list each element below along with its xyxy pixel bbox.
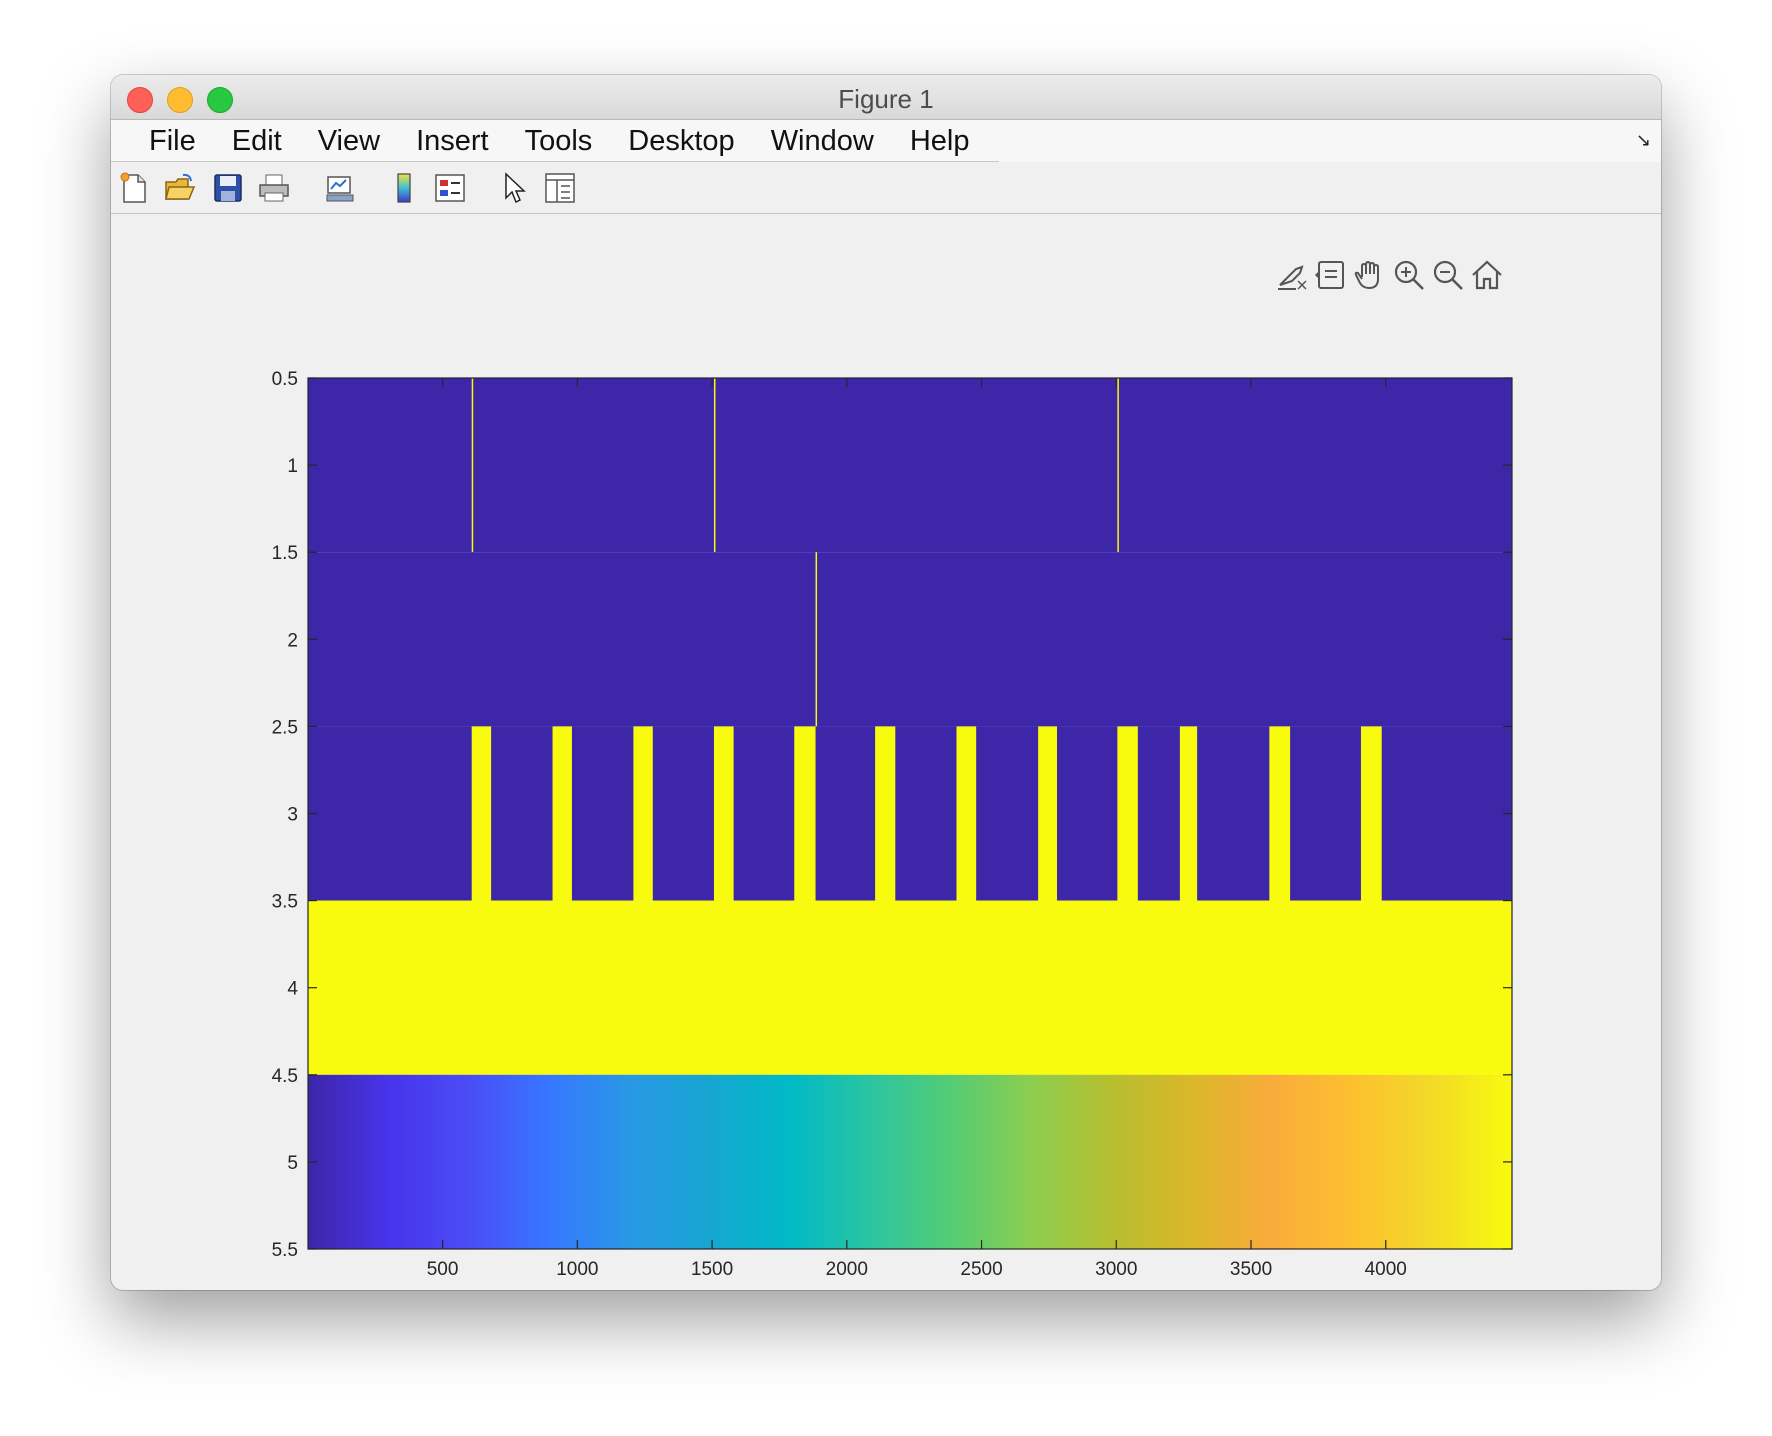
y-tick-label: 3.5 bbox=[272, 892, 298, 913]
heatmap-cell-row1-col1507 bbox=[713, 378, 716, 553]
pan-icon[interactable] bbox=[1352, 257, 1388, 293]
x-tick-label: 1000 bbox=[556, 1259, 598, 1280]
heatmap-band-row3-3568 bbox=[1269, 726, 1291, 901]
axes-box bbox=[307, 377, 1513, 1250]
menu-window[interactable]: Window bbox=[770, 125, 874, 157]
window-title: Figure 1 bbox=[838, 84, 934, 114]
menu-divider bbox=[111, 161, 999, 162]
y-tick-label: 1.5 bbox=[272, 543, 298, 564]
heatmap-band-row3-1208 bbox=[633, 726, 653, 901]
heatmap-band-row3-2407 bbox=[956, 726, 977, 901]
heatmap-row-4 bbox=[308, 900, 1512, 1075]
insert-legend-icon[interactable] bbox=[433, 171, 467, 205]
heatmap-band-row3-3908 bbox=[1360, 726, 1382, 901]
heatmap-cell-row1-col3004 bbox=[1117, 378, 1119, 553]
figure-window: Figure 1 File Edit View Insert Tools Desktop W… bbox=[111, 75, 1661, 1290]
y-tick-label: 2 bbox=[287, 630, 298, 651]
menu-bar: File Edit View Insert Tools Desktop Window Help… bbox=[111, 120, 1661, 162]
edit-plot-icon[interactable] bbox=[497, 171, 531, 205]
menu-file[interactable]: File bbox=[149, 125, 196, 157]
zoom-button[interactable] bbox=[207, 87, 233, 113]
restore-view-icon[interactable] bbox=[1469, 257, 1505, 293]
heatmap-row-1 bbox=[308, 378, 1512, 553]
save-icon[interactable] bbox=[211, 171, 245, 205]
heatmap-row-3 bbox=[308, 726, 1512, 901]
heatmap-band-row3-3004 bbox=[1117, 726, 1138, 901]
zoom-in-icon[interactable] bbox=[1391, 257, 1427, 293]
brush-data-icon[interactable] bbox=[1274, 257, 1310, 293]
heatmap-axes[interactable]: 500 1000 1500 2000 2500 3000 3500 4000 0.5 1 1.5 2 2… bbox=[111, 215, 1661, 1290]
x-tick-label: 2500 bbox=[960, 1259, 1002, 1280]
heatmap-band-row3-1805 bbox=[794, 726, 816, 901]
menu-help[interactable]: Help bbox=[909, 125, 970, 157]
figure-toolbar bbox=[111, 163, 1661, 214]
insert-colorbar-icon[interactable] bbox=[387, 171, 421, 205]
minimize-button[interactable] bbox=[167, 87, 193, 113]
heatmap-cell-row1-col608 bbox=[471, 378, 474, 553]
y-tick-label: 4.5 bbox=[272, 1066, 298, 1087]
y-tick-label: 5 bbox=[287, 1153, 298, 1174]
dock-arrow-icon[interactable]: ↘ bbox=[1635, 130, 1651, 150]
menu-desktop[interactable]: Desktop bbox=[628, 125, 735, 157]
open-file-icon[interactable] bbox=[163, 171, 197, 205]
zoom-out-icon[interactable] bbox=[1430, 257, 1466, 293]
menu-edit[interactable]: Edit bbox=[231, 125, 282, 157]
heatmap-row-2 bbox=[308, 552, 1512, 727]
heatmap-row-5 bbox=[308, 1074, 1512, 1249]
title-bar[interactable]: Figure 1 bbox=[111, 75, 1661, 120]
heatmap-band-row3-2710 bbox=[1038, 726, 1057, 901]
x-tick-label: 2000 bbox=[826, 1259, 868, 1280]
y-tick-label: 1 bbox=[287, 456, 298, 477]
menu-view[interactable]: View bbox=[317, 125, 381, 157]
x-tick-label: 4000 bbox=[1365, 1259, 1407, 1280]
y-tick-label: 3 bbox=[287, 805, 298, 826]
menu-insert[interactable]: Insert bbox=[416, 125, 489, 157]
print-icon[interactable] bbox=[257, 171, 291, 205]
y-tick-label: 2.5 bbox=[272, 717, 298, 738]
heatmap-band-row3-1507 bbox=[713, 726, 734, 901]
x-tick-label: 1500 bbox=[691, 1259, 733, 1280]
link-plot-icon[interactable] bbox=[323, 171, 357, 205]
x-tick-label: 3000 bbox=[1095, 1259, 1137, 1280]
data-tips-icon[interactable] bbox=[1313, 257, 1349, 293]
x-tick-label: 500 bbox=[427, 1259, 459, 1280]
property-inspector-icon[interactable] bbox=[543, 171, 577, 205]
figure-canvas[interactable]: 500 1000 1500 2000 2500 3000 3500 4000 0.5 1 1.5 2 2… bbox=[111, 215, 1661, 1290]
y-tick-label: 0.5 bbox=[272, 369, 298, 390]
heatmap-band-row3-2105 bbox=[875, 726, 896, 901]
x-tick-label: 3500 bbox=[1230, 1259, 1272, 1280]
menu-tools[interactable]: Tools bbox=[524, 125, 593, 157]
heatmap-band-row3-908 bbox=[552, 726, 572, 901]
y-tick-label: 5.5 bbox=[272, 1240, 298, 1261]
y-tick-label: 4 bbox=[287, 979, 298, 1000]
heatmap-band-row3-3236 bbox=[1179, 726, 1198, 901]
close-button[interactable] bbox=[127, 87, 153, 113]
heatmap-cell-row2-col1884 bbox=[815, 552, 818, 727]
new-figure-icon[interactable] bbox=[117, 171, 151, 205]
heatmap-band-row3-608 bbox=[471, 726, 492, 901]
